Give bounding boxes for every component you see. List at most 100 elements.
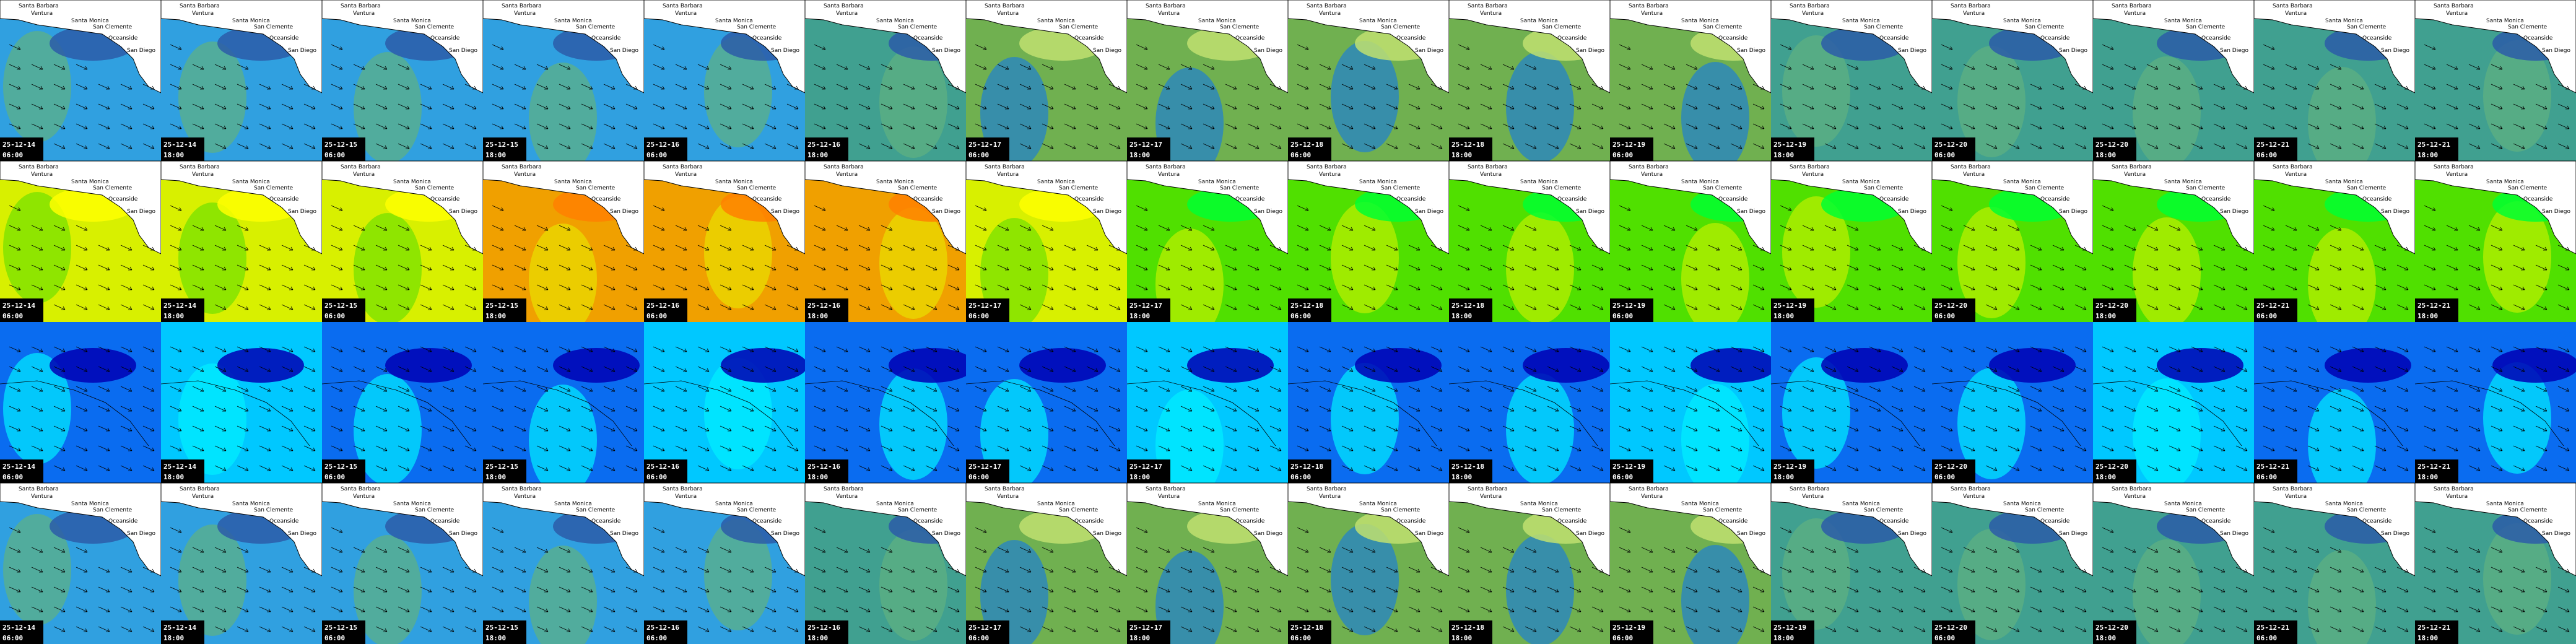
wind-arrow (1502, 626, 1515, 632)
wind-arrow (2535, 386, 2548, 392)
place-label: Santa Barbara (663, 486, 703, 492)
stamp-time: 18:00 (163, 151, 184, 159)
wind-arrow (398, 225, 410, 231)
wind-arrow (120, 425, 133, 432)
wind-arrow (559, 406, 571, 412)
wind-arrow (31, 64, 43, 70)
place-label: Oceanside (269, 35, 299, 41)
wind-arrow (1663, 626, 1676, 632)
wind-arrow (1386, 626, 1398, 632)
place-label: Ventura (1158, 172, 1180, 178)
wind-arrow (1547, 346, 1559, 352)
place-label: Santa Barbara (2434, 486, 2474, 492)
wind-arrow (2446, 225, 2458, 231)
wind-arrow (2169, 445, 2181, 451)
wind-arrow (331, 425, 343, 432)
wind-arrow (2235, 465, 2248, 471)
wind-arrow (603, 406, 616, 412)
wind-arrow (1386, 567, 1398, 573)
wind-arrow (1941, 123, 1953, 129)
stamp-time: 06:00 (2256, 312, 2277, 320)
wind-arrow (947, 425, 960, 432)
wind-arrow (1203, 547, 1215, 553)
wind-arrow (1569, 143, 1582, 149)
wind-arrow (214, 586, 227, 593)
place-label: Oceanside (1235, 518, 1265, 524)
wind-arrow (1752, 465, 1765, 471)
wind-arrow (1730, 143, 1743, 149)
wind-arrow (1641, 606, 1653, 612)
stamp-date: 25-12-21 (2417, 141, 2450, 149)
wind-arrow (903, 284, 915, 290)
wind-arrow (2263, 606, 2275, 612)
wind-arrow (2074, 445, 2087, 451)
wind-arrow (1480, 425, 1492, 432)
wind-arrow (2424, 264, 2436, 271)
wind-arrow (237, 626, 249, 632)
wind-arrow (514, 445, 526, 451)
wind-arrow (2191, 567, 2203, 573)
wind-arrow (375, 586, 388, 593)
wind-arrow (53, 386, 66, 392)
wind-arrow (1203, 264, 1215, 271)
wind-arrow (559, 304, 571, 310)
wind-arrow (1824, 567, 1837, 573)
place-label: Ventura (1802, 494, 1824, 500)
wind-arrow (697, 567, 710, 573)
field-blob (1355, 348, 1442, 383)
stamp-date: 25-12-15 (485, 141, 518, 149)
wind-arrow (2535, 606, 2548, 612)
wind-arrow (1502, 547, 1515, 553)
wind-arrow (536, 103, 549, 110)
wind-arrow (720, 84, 732, 90)
place-label: Oceanside (430, 518, 460, 524)
wind-arrow (2074, 103, 2087, 110)
wind-arrow (1158, 84, 1170, 90)
wind-arrow (764, 465, 777, 471)
wind-arrow (1686, 264, 1698, 271)
wind-arrow (814, 205, 826, 211)
wind-arrow (2102, 245, 2114, 251)
wind-arrow (1247, 626, 1260, 632)
place-label: San Diego (610, 531, 638, 537)
wind-arrow (836, 103, 848, 110)
wind-arrow (2491, 84, 2503, 90)
place-label: Ventura (2285, 494, 2307, 500)
wind-arrow (76, 547, 88, 553)
wind-arrow (1386, 143, 1398, 149)
wind-arrow (1158, 346, 1170, 352)
field-blob (2308, 67, 2376, 178)
wind-arrow (697, 143, 710, 149)
wind-arrow (836, 84, 848, 90)
place-label: Ventura (2446, 494, 2468, 500)
wind-arrow (814, 64, 826, 70)
wind-arrow (1019, 445, 1032, 451)
wind-arrow (98, 143, 110, 149)
wind-arrow (1386, 103, 1398, 110)
wind-arrow (237, 586, 249, 593)
wind-arrow (2124, 64, 2136, 70)
wind-arrow (2030, 465, 2042, 471)
wind-arrow (442, 626, 455, 632)
land (804, 482, 967, 577)
place-label: Santa Barbara (663, 3, 703, 9)
wind-arrow (31, 103, 43, 110)
wind-arrow (1591, 606, 1604, 612)
wind-arrow (559, 366, 571, 372)
wind-arrow (947, 123, 960, 129)
place-label: San Diego (1737, 209, 1765, 215)
wind-arrow (1824, 346, 1837, 352)
wind-arrow (2330, 626, 2342, 632)
wind-arrow (1525, 245, 1537, 251)
stamp-time: 06:00 (1290, 634, 1311, 642)
wind-arrow (720, 425, 732, 432)
wind-arrow (420, 606, 432, 612)
wind-arrow (1180, 465, 1193, 471)
wind-arrow (1386, 606, 1398, 612)
wind-arrow (2030, 626, 2042, 632)
place-label: Santa Monica (554, 501, 592, 507)
wind-arrow (1869, 84, 1881, 90)
